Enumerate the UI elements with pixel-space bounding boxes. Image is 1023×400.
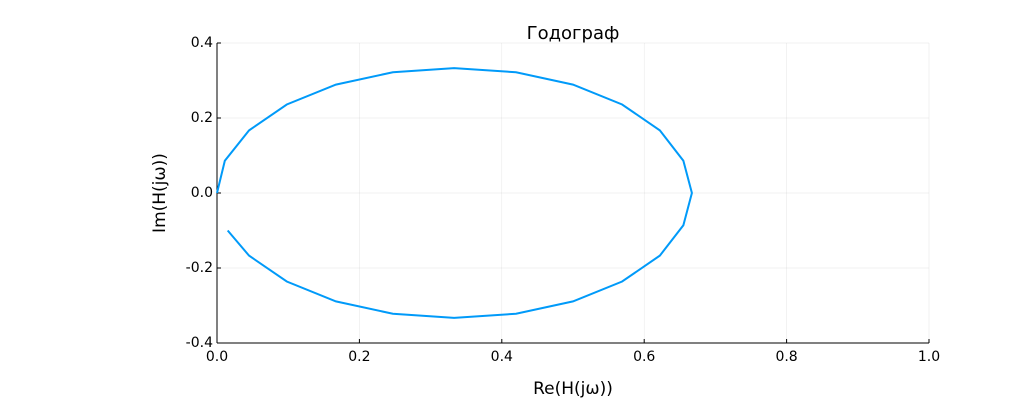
x-tick-label: 0.6 <box>633 349 655 365</box>
y-tick-label: -0.4 <box>186 335 213 351</box>
y-tick-label: 0.2 <box>191 110 213 126</box>
x-tick-label: 0.4 <box>491 349 513 365</box>
x-tick-label: 0.2 <box>348 349 370 365</box>
y-axis-label: Im(H(jω)) <box>150 153 170 233</box>
chart-title: Годограф <box>527 23 620 44</box>
x-tick-label: 1.0 <box>918 349 940 365</box>
x-tick-label: 0.0 <box>206 349 228 365</box>
y-tick-label: -0.2 <box>186 260 213 276</box>
x-tick-label: 0.8 <box>775 349 797 365</box>
data-line <box>216 67 693 319</box>
y-tick-label: 0.4 <box>191 35 213 51</box>
x-axis-label: Re(H(jω)) <box>533 379 613 399</box>
y-tick-label: 0.0 <box>191 185 213 201</box>
